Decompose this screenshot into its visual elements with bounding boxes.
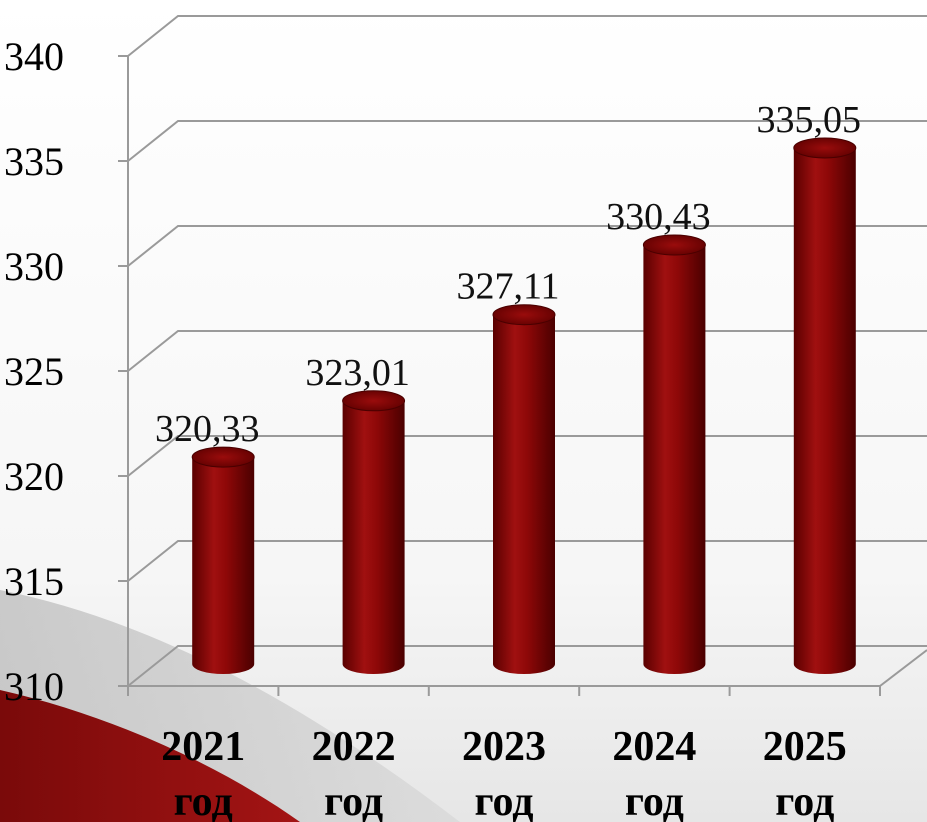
bar-body bbox=[643, 244, 706, 674]
y-tick-label: 315 bbox=[4, 559, 64, 604]
category-year-label: 2025 bbox=[763, 724, 847, 770]
y-tick-label: 335 bbox=[4, 139, 64, 184]
bar bbox=[642, 234, 706, 674]
bar bbox=[793, 137, 857, 674]
category-unit-label: год bbox=[775, 779, 834, 822]
bar bbox=[342, 390, 406, 674]
category-unit-label: год bbox=[174, 779, 233, 822]
bar-top-cap bbox=[191, 446, 255, 468]
y-axis-tick-labels: 310 315 320 325 330 335 340 bbox=[4, 34, 64, 709]
bar-top-cap bbox=[793, 137, 857, 159]
y-tick-label: 310 bbox=[4, 664, 64, 709]
bar bbox=[492, 304, 556, 674]
bar-top-cap bbox=[342, 390, 406, 412]
category-year-label: 2024 bbox=[612, 724, 696, 770]
data-label: 320,33 bbox=[155, 408, 260, 450]
data-label: 330,43 bbox=[606, 196, 711, 238]
bars bbox=[191, 137, 857, 674]
bar-top-cap bbox=[492, 304, 556, 326]
category-year-label: 2023 bbox=[462, 724, 546, 770]
y-tick-label: 325 bbox=[4, 349, 64, 394]
gridline bbox=[127, 15, 927, 57]
axes bbox=[118, 55, 927, 696]
data-label: 327,11 bbox=[456, 266, 559, 308]
bar-body bbox=[493, 314, 555, 674]
floor-right-edge bbox=[879, 649, 927, 687]
gridline bbox=[127, 225, 927, 267]
gridline bbox=[127, 120, 927, 162]
y-tick-label: 330 bbox=[4, 244, 64, 289]
x-axis-category-labels: 2021 год 2022 год 2023 год 2024 год 2025 год bbox=[161, 724, 847, 822]
bar-body bbox=[192, 457, 255, 674]
data-label: 335,05 bbox=[757, 99, 862, 141]
data-labels: 320,33 323,01 327,11 330,43 335,05 bbox=[155, 99, 861, 450]
bar bbox=[191, 446, 255, 674]
bar-body bbox=[342, 400, 405, 674]
category-unit-label: год bbox=[474, 779, 533, 822]
category-year-label: 2021 bbox=[161, 724, 245, 770]
background-red-swoosh bbox=[0, 690, 300, 822]
bar-top-cap bbox=[642, 234, 706, 256]
bar-body bbox=[793, 147, 856, 674]
data-label: 323,01 bbox=[305, 352, 410, 394]
category-unit-label: год bbox=[625, 779, 684, 822]
y-tick-label: 320 bbox=[4, 454, 64, 499]
category-unit-label: год bbox=[324, 779, 383, 822]
y-tick-label: 340 bbox=[4, 34, 64, 79]
category-year-label: 2022 bbox=[312, 724, 396, 770]
